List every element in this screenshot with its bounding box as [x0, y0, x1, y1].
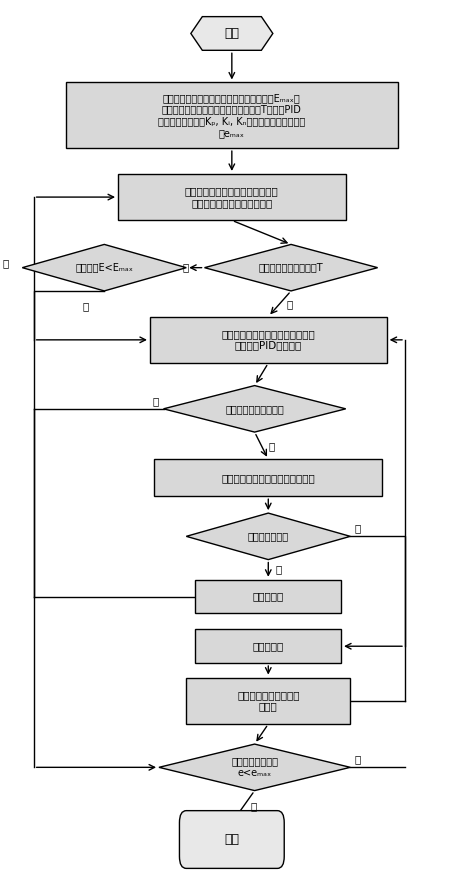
FancyBboxPatch shape [65, 82, 398, 148]
Polygon shape [164, 386, 346, 432]
Text: 是否需要调整网络结构: 是否需要调整网络结构 [225, 403, 284, 414]
Text: 计算隐层神经元敏感值，进行排序: 计算隐层神经元敏感值，进行排序 [221, 473, 315, 483]
Text: 添加神经元: 添加神经元 [253, 641, 284, 652]
Text: 初始化：设置神经网络结构、最大输出误差Eₘₐₓ及
神经元参数值；设置网络训练最大步数T；设定PID
控制器的三个参数Kₚ, Kᵢ, Kₙ；控制系统最大输出误
差: 初始化：设置神经网络结构、最大输出误差Eₘₐₓ及 神经元参数值；设置网络训练最大… [158, 93, 306, 138]
Text: 是: 是 [275, 565, 281, 574]
FancyBboxPatch shape [154, 460, 382, 496]
Text: 调节网络隐层神经元连
接权值: 调节网络隐层神经元连 接权值 [237, 690, 300, 711]
Text: 通过主动学习采集训练样例训练神
经网络，调节神经元连接权值: 通过主动学习采集训练样例训练神 经网络，调节神经元连接权值 [185, 186, 279, 208]
Polygon shape [186, 513, 350, 560]
Polygon shape [191, 17, 273, 50]
FancyBboxPatch shape [150, 317, 387, 363]
Text: 否: 否 [355, 524, 361, 533]
Polygon shape [205, 245, 378, 291]
Text: 是否达到最大训练步数T: 是否达到最大训练步数T [259, 263, 323, 273]
Text: 否: 否 [2, 259, 9, 268]
Text: 否: 否 [153, 396, 159, 406]
FancyBboxPatch shape [179, 810, 284, 868]
FancyBboxPatch shape [118, 174, 346, 220]
Text: 动态神经网络根据输入计算输出，
在线调节PID控制参数: 动态神经网络根据输入计算输出， 在线调节PID控制参数 [221, 329, 315, 351]
Text: 删减神经元: 删减神经元 [253, 591, 284, 602]
Text: 是: 是 [83, 302, 89, 311]
FancyBboxPatch shape [186, 678, 350, 724]
Polygon shape [22, 245, 186, 291]
FancyBboxPatch shape [195, 630, 341, 663]
FancyBboxPatch shape [195, 580, 341, 613]
Text: 是否满足E<Eₘₐₓ: 是否满足E<Eₘₐₓ [75, 263, 133, 273]
Text: 是否控制系统输出
e<eₘₐₓ: 是否控制系统输出 e<eₘₐₓ [231, 757, 278, 778]
Text: 是: 是 [268, 441, 275, 451]
Text: 否: 否 [182, 263, 189, 273]
Text: 是: 是 [250, 802, 256, 811]
Text: 否: 否 [355, 754, 361, 765]
Polygon shape [159, 744, 350, 790]
Text: 是否删减神经元: 是否删减神经元 [248, 531, 289, 541]
Text: 开始: 开始 [225, 27, 239, 40]
Text: 是: 是 [286, 299, 293, 309]
Text: 结束: 结束 [225, 833, 239, 846]
